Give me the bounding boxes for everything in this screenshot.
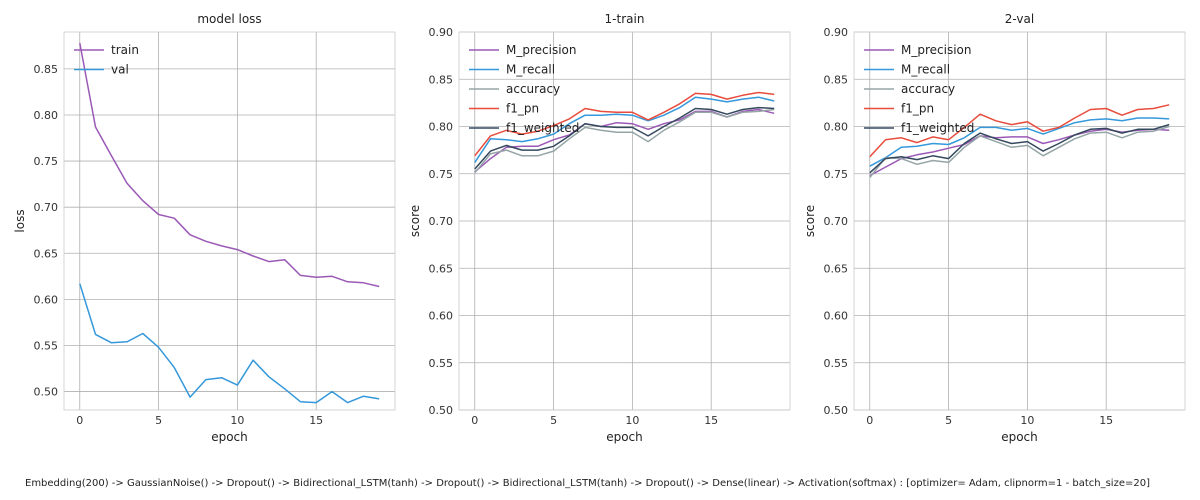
y-tick-label: 0.60 (34, 293, 59, 306)
chart-title: 2-val (1005, 12, 1034, 26)
x-tick-label: 5 (945, 414, 952, 427)
x-axis-label: epoch (606, 430, 643, 444)
legend-label: train (111, 43, 139, 57)
chart-panel-2: 0 5 10 15 0.50 0.55 0.60 0.65 0.70 0.75 0.80 0.85 0.… (408, 12, 791, 444)
series-line-train (79, 42, 380, 288)
chart-title: model loss (197, 12, 261, 26)
legend-label: f1_weighted (506, 121, 579, 135)
y-tick-label: 0.50 (34, 386, 59, 399)
plot-frame (458, 31, 791, 411)
series-line-val (79, 283, 380, 404)
series-line-f1-pn (474, 91, 775, 157)
y-tick-label: 0.70 (34, 201, 59, 214)
y-tick-label: 0.70 (824, 215, 849, 228)
legend: M_precision M_recall accuracy f1_pn f1_weigh… (864, 43, 974, 135)
legend-label: M_precision (506, 43, 577, 57)
y-tick-label: 0.80 (824, 121, 849, 134)
y-tick-label: 0.60 (429, 310, 454, 323)
y-tick-label: 0.90 (824, 26, 849, 39)
x-tick-label: 10 (625, 414, 639, 427)
x-tick-label: 0 (471, 414, 478, 427)
series-line-f1-weighted (474, 106, 775, 170)
series-line-M-recall (869, 117, 1170, 167)
series-line-M-recall (474, 96, 775, 163)
plot-frame (63, 31, 396, 411)
legend-label: f1_pn (506, 102, 539, 116)
chart-panel-3: 0 5 10 15 0.50 0.55 0.60 0.65 0.70 0.75 0.80 0.85 0.… (803, 12, 1186, 444)
y-tick-label: 0.80 (34, 109, 59, 122)
y-tick-label: 0.55 (34, 339, 59, 352)
x-tick-label: 10 (230, 414, 244, 427)
series-line-f1-pn (869, 104, 1170, 158)
series-line-accuracy (474, 108, 775, 174)
legend-label: M_precision (901, 43, 972, 57)
y-axis-label: loss (13, 209, 27, 232)
legend-label: f1_weighted (901, 121, 974, 135)
x-tick-label: 5 (155, 414, 162, 427)
y-axis-label: score (408, 205, 422, 237)
x-tick-label: 0 (866, 414, 873, 427)
y-tick-label: 0.85 (824, 73, 849, 86)
legend: M_precision M_recall accuracy f1_pn f1_weigh… (469, 43, 579, 135)
x-tick-label: 15 (1099, 414, 1113, 427)
legend-label: accuracy (506, 82, 560, 96)
plot-frame (853, 31, 1186, 411)
x-tick-label: 0 (76, 414, 83, 427)
series-line-accuracy (869, 125, 1170, 178)
x-tick-label: 5 (550, 414, 557, 427)
y-tick-label: 0.90 (429, 26, 454, 39)
legend: train val (74, 43, 139, 77)
legend-label: M_recall (506, 63, 555, 77)
model-architecture-caption: Embedding(200) -> GaussianNoise() -> Dro… (25, 478, 1150, 489)
y-axis-label: score (803, 205, 817, 237)
y-tick-label: 0.75 (34, 155, 59, 168)
y-tick-label: 0.50 (824, 404, 849, 417)
y-tick-label: 0.70 (429, 215, 454, 228)
y-tick-label: 0.55 (824, 357, 849, 370)
legend-label: accuracy (901, 82, 955, 96)
y-tick-label: 0.50 (429, 404, 454, 417)
y-tick-label: 0.80 (429, 121, 454, 134)
x-axis-label: epoch (1001, 430, 1038, 444)
y-tick-label: 0.60 (824, 310, 849, 323)
legend-label: M_recall (901, 63, 950, 77)
chart-title: 1-train (605, 12, 645, 26)
series-line-f1-weighted (869, 123, 1170, 174)
x-tick-label: 15 (309, 414, 323, 427)
legend-label: val (111, 63, 129, 77)
y-tick-label: 0.55 (429, 357, 454, 370)
y-tick-label: 0.75 (824, 168, 849, 181)
y-tick-label: 0.75 (429, 168, 454, 181)
y-tick-label: 0.65 (824, 262, 849, 275)
y-tick-label: 0.85 (429, 73, 454, 86)
x-axis-label: epoch (211, 430, 248, 444)
y-tick-label: 0.65 (429, 262, 454, 275)
y-tick-label: 0.85 (34, 63, 59, 76)
x-tick-label: 15 (704, 414, 718, 427)
y-tick-label: 0.65 (34, 247, 59, 260)
legend-label: f1_pn (901, 102, 934, 116)
chart-panel-1: 0 5 10 15 0.50 0.55 0.60 0.65 0.70 0.75 0.80 0.85 mo… (13, 12, 396, 444)
x-tick-label: 10 (1020, 414, 1034, 427)
